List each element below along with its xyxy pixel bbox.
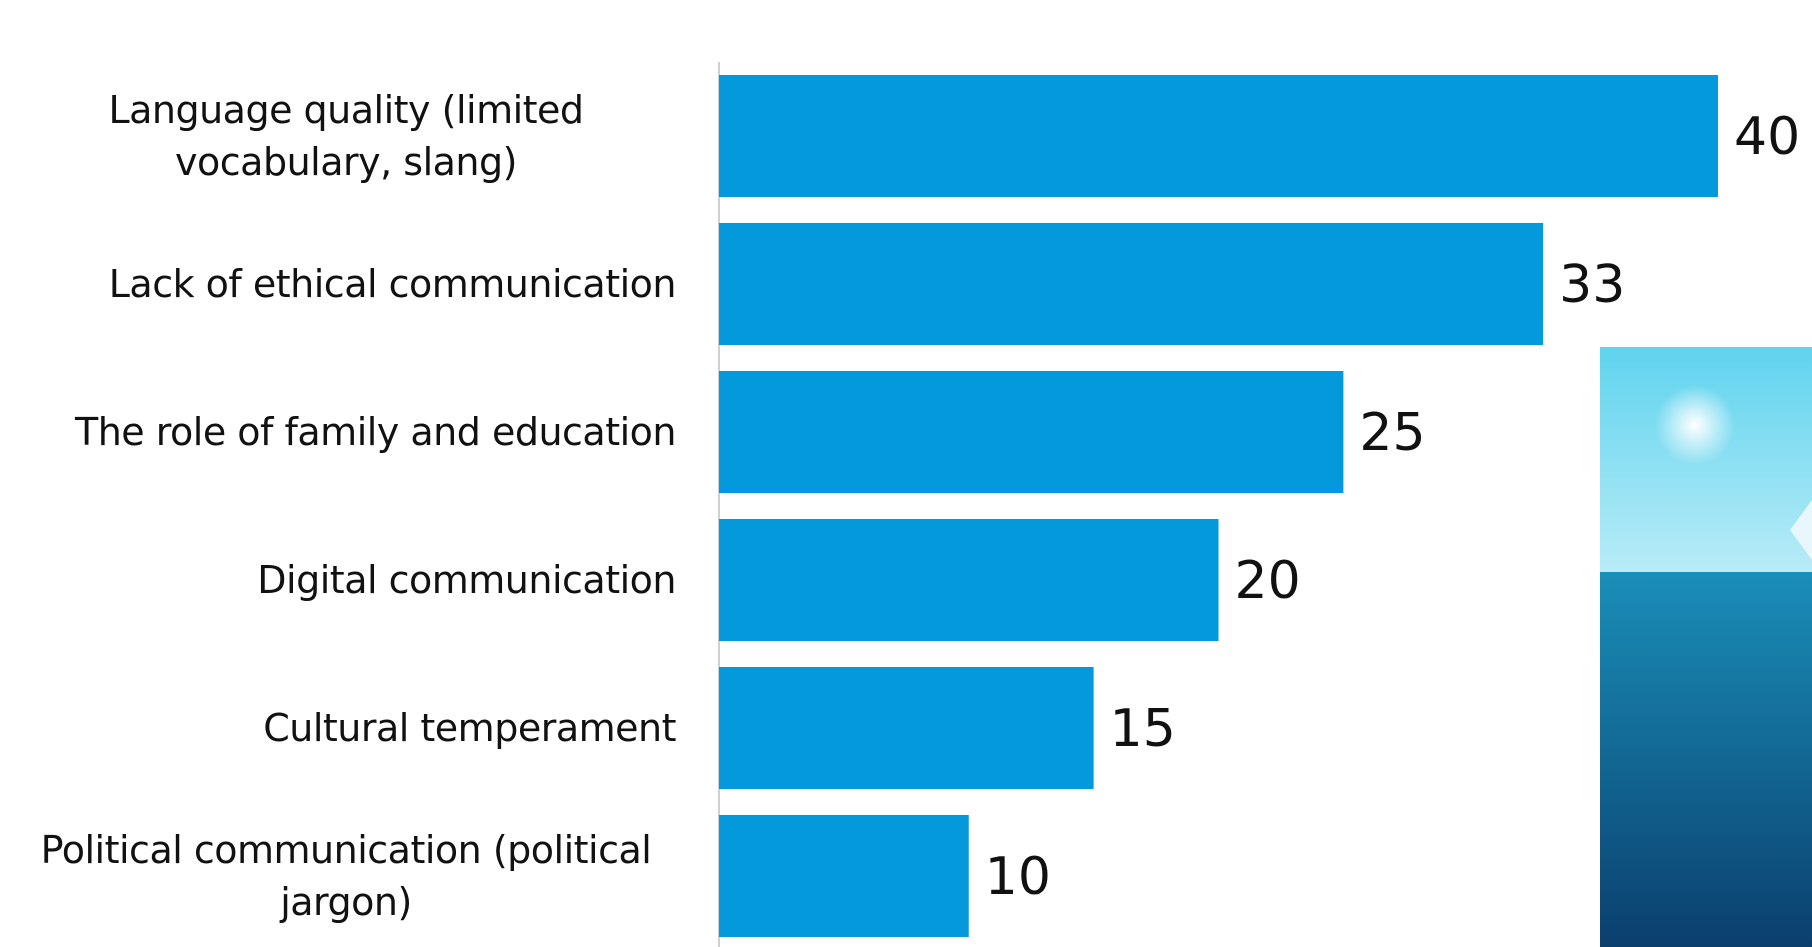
- category-label-box: Lack of ethical communication: [108, 223, 677, 345]
- category-label: The role of family and education: [75, 410, 677, 454]
- value-label: 10: [985, 847, 1051, 907]
- category-label: Cultural temperament: [263, 706, 676, 750]
- category-label-box: Political communication (political jargo…: [16, 815, 676, 937]
- category-label-box: Language quality (limited vocabulary, sl…: [16, 75, 676, 197]
- bar: [719, 75, 1718, 197]
- category-label: Lack of ethical communication: [108, 262, 677, 306]
- bar: [719, 815, 969, 937]
- category-label-box: Cultural temperament: [263, 667, 676, 789]
- category-label: Political communication (political jargo…: [40, 828, 652, 924]
- category-label: Language quality (limited vocabulary, sl…: [108, 88, 584, 184]
- bar: [719, 667, 1094, 789]
- bar: [719, 371, 1344, 493]
- category-label-box: The role of family and education: [75, 371, 677, 493]
- category-label: Digital communication: [257, 558, 676, 602]
- value-label: 20: [1235, 551, 1301, 611]
- iceberg-picture: [1600, 347, 1812, 947]
- value-label: 25: [1359, 403, 1425, 463]
- value-label: 33: [1559, 255, 1625, 315]
- bar: [719, 519, 1219, 641]
- category-label-box: Digital communication: [257, 519, 676, 641]
- bar: [719, 223, 1544, 345]
- value-label: 40: [1734, 107, 1800, 167]
- value-label: 15: [1110, 699, 1176, 759]
